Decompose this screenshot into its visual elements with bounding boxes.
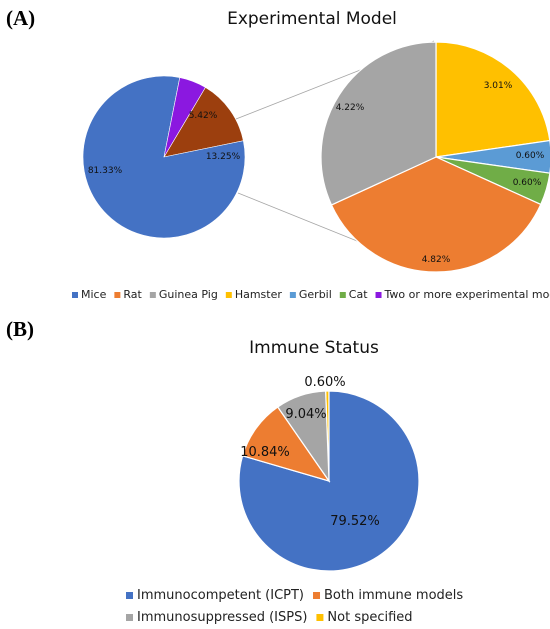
data-label-hamster: 3.01% xyxy=(484,81,513,91)
data-label-other-species-expanded: 13.25% xyxy=(206,152,241,162)
legend-label-mice: Mice xyxy=(81,288,107,301)
legend-label-immunosuppressed-isps: Immunosuppressed (ISPS) xyxy=(137,610,307,625)
legend-label-not-specified: Not specified xyxy=(327,610,412,625)
detail-slice-guinea-pig xyxy=(320,41,437,206)
pie-slice-mice xyxy=(82,75,246,239)
legend-swatch-both-immune-models xyxy=(313,592,321,599)
panel-b-title: Immune Status xyxy=(249,338,379,358)
panel-a-main-pie: 13.25% 81.33% 5.42% xyxy=(82,75,246,239)
legend-swatch-two-or-more-experimental-models xyxy=(375,292,382,298)
legend-swatch-immunocompetent-icpt xyxy=(126,592,133,599)
detail-slice-hamster xyxy=(435,41,550,158)
legend-label-immunocompetent-icpt: Immunocompetent (ICPT) xyxy=(137,588,304,603)
legend-swatch-immunosuppressed-isps xyxy=(126,614,133,621)
legend-label-gerbil: Gerbil xyxy=(299,288,332,301)
panel-a-legend: Mice Rat Guinea Pig Hamster Gerbil Cat Two or … xyxy=(72,288,550,301)
legend-label-two-or-more-experimental-models: Two or more experimental models xyxy=(384,288,550,301)
data-label-both-immune-models: 10.84% xyxy=(240,445,290,460)
panel-a-label: (A) xyxy=(6,6,35,30)
data-label-rat: 4.82% xyxy=(422,255,451,265)
data-label-two-or-more-experimental-models: 5.42% xyxy=(189,111,218,121)
data-label-gerbil: 0.60% xyxy=(516,151,545,161)
data-label-guinea-pig: 4.22% xyxy=(336,103,365,113)
panel-a-title: Experimental Model xyxy=(227,9,397,29)
data-label-mice: 81.33% xyxy=(88,166,123,176)
legend-label-both-immune-models: Both immune models xyxy=(324,588,463,603)
detail-slice-rat xyxy=(330,156,542,273)
panel-a-detail-pie: 3.01% 0.60% 0.60% 4.82% 4.22% xyxy=(320,41,550,273)
data-label-cat: 0.60% xyxy=(513,178,542,188)
panel-b-pie: 0.60% 79.52% 10.84% 9.04% xyxy=(238,375,420,572)
legend-label-rat: Rat xyxy=(123,288,142,301)
pie-slice-other-species-expanded xyxy=(163,86,244,158)
legend-swatch-not-specified xyxy=(316,614,324,621)
legend-swatch-rat xyxy=(114,292,121,298)
panel-b-label: (B) xyxy=(6,317,34,341)
legend-swatch-mice xyxy=(72,292,78,298)
legend-label-guinea-pig: Guinea Pig xyxy=(159,288,218,301)
data-label-immunosuppressed-isps: 9.04% xyxy=(285,407,326,422)
panel-b-legend: Immunocompetent (ICPT) Both immune models… xyxy=(126,588,463,625)
legend-label-hamster: Hamster xyxy=(235,288,283,301)
pie-slice-immunosuppressed-isps xyxy=(276,390,330,484)
legend-swatch-cat xyxy=(339,292,346,298)
pie-slice-two-or-more-experimental-models xyxy=(163,77,206,158)
legend-label-cat: Cat xyxy=(349,288,368,301)
legend-swatch-guinea-pig xyxy=(149,292,156,298)
data-label-not-specified: 0.60% xyxy=(304,375,345,390)
data-label-immunocompetent-icpt: 79.52% xyxy=(330,514,380,529)
legend-swatch-hamster xyxy=(225,292,232,298)
legend-swatch-gerbil xyxy=(289,292,296,298)
